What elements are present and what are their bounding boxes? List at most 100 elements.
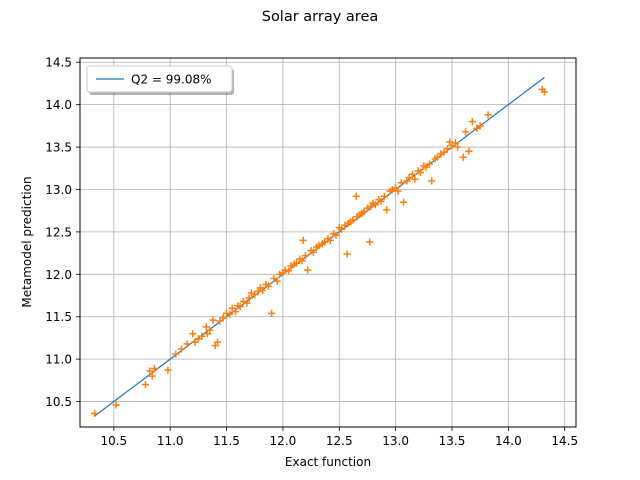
- data-point: [454, 143, 462, 151]
- data-point: [239, 297, 248, 306]
- x-tick-label: 10.5: [100, 434, 127, 448]
- data-points: [91, 85, 549, 418]
- data-point: [284, 267, 293, 275]
- data-point: [405, 174, 413, 182]
- data-point: [321, 238, 329, 246]
- data-point: [219, 313, 227, 322]
- data-point: [352, 192, 360, 200]
- y-tick-label: 11.5: [45, 310, 72, 324]
- chart-title: Solar array area: [262, 9, 379, 25]
- data-point: [468, 118, 476, 126]
- data-point: [264, 282, 272, 290]
- data-point: [243, 299, 251, 307]
- data-point: [443, 145, 452, 153]
- data-point: [451, 139, 459, 147]
- data-point: [202, 323, 210, 331]
- data-point: [349, 216, 357, 224]
- data-point: [150, 364, 158, 373]
- y-tick-label: 12.0: [45, 268, 72, 282]
- x-tick-label: 14.0: [495, 434, 522, 448]
- x-axis-label: Exact function: [285, 455, 371, 469]
- data-point: [281, 266, 289, 274]
- data-point: [216, 317, 224, 325]
- data-point: [416, 168, 425, 177]
- y-tick-label: 11.0: [45, 353, 72, 367]
- y-tick-label: 10.5: [45, 395, 72, 409]
- plot-frame: [79, 57, 577, 428]
- data-point: [189, 330, 197, 338]
- data-point: [440, 148, 448, 156]
- data-point: [484, 111, 492, 119]
- y-axis-label: Metamodel prediction: [20, 176, 34, 307]
- y-tick-label: 12.5: [45, 225, 72, 239]
- data-point: [299, 236, 307, 244]
- data-point: [377, 197, 385, 205]
- data-point: [425, 160, 434, 168]
- data-point: [268, 309, 276, 317]
- data-point: [172, 350, 180, 358]
- axis-ticks: 10.5 11.0 11.5 12.0 12.5 13.0 13.5 14.0 14.5 10.5…: [45, 56, 578, 448]
- data-point: [540, 88, 549, 96]
- data-point: [408, 170, 417, 178]
- data-point: [343, 250, 351, 258]
- data-point: [437, 150, 445, 158]
- data-point: [231, 308, 240, 316]
- data-point: [399, 198, 408, 206]
- data-point: [91, 409, 99, 418]
- data-point: [459, 153, 467, 161]
- legend-label: Q2 = 99.08%: [131, 73, 212, 87]
- data-point: [332, 231, 340, 239]
- y-tick-label: 13.5: [45, 141, 72, 155]
- x-tick-label: 13.5: [439, 434, 466, 448]
- data-point: [146, 367, 154, 375]
- x-tick-label: 11.5: [213, 434, 240, 448]
- data-point: [433, 153, 441, 161]
- data-point: [183, 340, 191, 348]
- data-point: [273, 277, 281, 285]
- data-point: [397, 179, 405, 187]
- data-point: [245, 294, 253, 302]
- data-point: [394, 187, 402, 195]
- data-point: [228, 304, 236, 312]
- x-tick-label: 12.0: [270, 434, 297, 448]
- data-point: [206, 326, 214, 334]
- data-point: [422, 163, 430, 172]
- data-point: [304, 266, 312, 274]
- data-point: [259, 286, 267, 295]
- data-point: [428, 177, 436, 185]
- y-tick-label: 14.0: [45, 98, 72, 112]
- data-point: [366, 238, 374, 246]
- legend: Q2 = 99.08%: [86, 65, 234, 95]
- x-tick-label: 11.0: [157, 434, 184, 448]
- data-point: [251, 291, 259, 299]
- data-point: [301, 252, 310, 260]
- data-point: [411, 175, 419, 183]
- data-point: [164, 366, 172, 374]
- data-point: [226, 310, 234, 318]
- x-tick-label: 13.0: [382, 434, 409, 448]
- data-point: [326, 236, 334, 244]
- data-point: [191, 338, 199, 346]
- data-point: [292, 259, 301, 267]
- x-tick-label: 12.5: [326, 434, 353, 448]
- data-point: [209, 316, 217, 324]
- data-point: [363, 204, 372, 212]
- data-point: [222, 309, 231, 317]
- data-point: [177, 345, 186, 353]
- data-point: [380, 192, 388, 200]
- data-point: [236, 302, 244, 311]
- legend-box: [86, 65, 233, 93]
- data-point: [141, 380, 149, 389]
- data-point: [371, 201, 379, 209]
- data-point: [213, 338, 222, 346]
- data-point: [198, 332, 206, 340]
- data-point: [112, 401, 120, 409]
- data-point: [148, 372, 156, 380]
- data-point: [476, 122, 484, 130]
- data-point: [465, 147, 473, 155]
- data-point: [275, 270, 284, 278]
- data-point: [461, 128, 470, 136]
- data-point: [309, 248, 317, 256]
- data-point: [298, 257, 306, 265]
